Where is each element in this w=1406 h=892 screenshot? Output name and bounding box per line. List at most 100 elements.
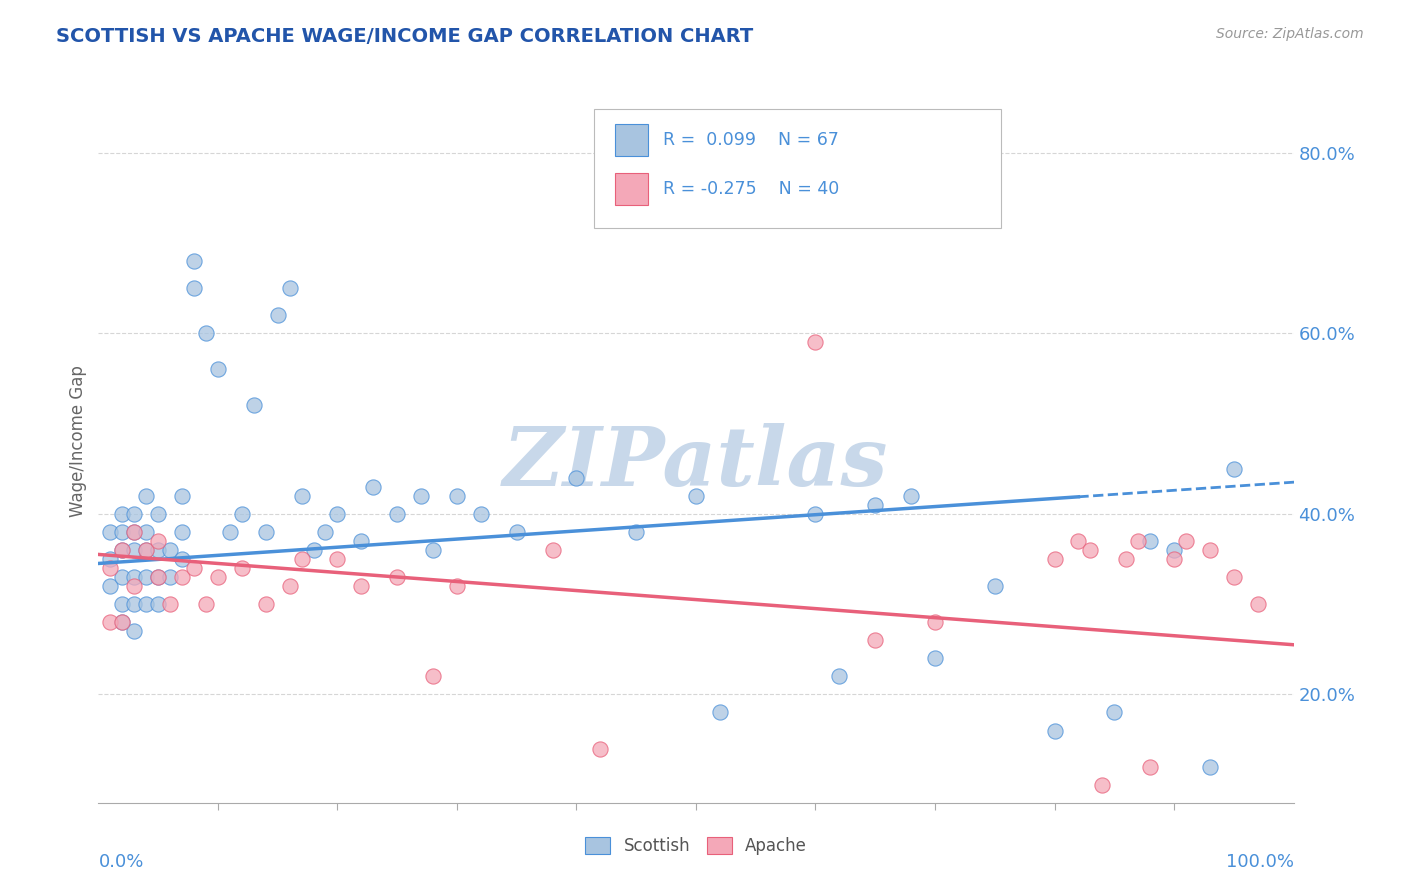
Point	[183, 253, 205, 268]
Point	[291, 489, 314, 503]
Point	[135, 542, 157, 557]
Point	[111, 524, 134, 539]
Point	[1223, 570, 1246, 584]
Point	[1104, 706, 1126, 720]
Point	[1139, 760, 1161, 774]
Point	[278, 281, 301, 295]
Point	[172, 570, 194, 584]
Point	[98, 552, 122, 566]
Text: 0.0%: 0.0%	[98, 854, 143, 871]
Point	[219, 524, 242, 539]
Point	[124, 507, 146, 521]
Bar	[614, 124, 648, 156]
Text: ZIPatlas: ZIPatlas	[503, 423, 889, 503]
Point	[1091, 778, 1114, 792]
Point	[159, 542, 181, 557]
Point	[865, 498, 887, 512]
Point	[446, 489, 468, 503]
Point	[326, 552, 349, 566]
Point	[1163, 552, 1185, 566]
Point	[111, 597, 134, 611]
Point	[924, 651, 946, 665]
Point	[135, 597, 157, 611]
Point	[385, 507, 409, 521]
Point	[111, 615, 134, 630]
Point	[124, 570, 146, 584]
Point	[422, 669, 444, 683]
Point	[804, 335, 827, 350]
Point	[207, 362, 229, 376]
Point	[1139, 533, 1161, 548]
Point	[709, 706, 731, 720]
Point	[291, 552, 314, 566]
Point	[804, 507, 827, 521]
Point	[984, 579, 1007, 593]
Point	[411, 489, 433, 503]
Point	[900, 489, 922, 503]
Point	[111, 507, 134, 521]
Point	[1223, 461, 1246, 475]
Point	[124, 597, 146, 611]
Point	[302, 542, 325, 557]
Point	[685, 489, 707, 503]
Point	[98, 524, 122, 539]
Point	[148, 597, 170, 611]
Point	[1175, 533, 1198, 548]
Point	[1199, 760, 1222, 774]
Point	[98, 615, 122, 630]
Point	[326, 507, 349, 521]
Point	[124, 579, 146, 593]
Text: R = -0.275    N = 40: R = -0.275 N = 40	[662, 179, 839, 198]
Point	[159, 570, 181, 584]
Bar	[614, 173, 648, 205]
Point	[243, 398, 266, 412]
Point	[470, 507, 492, 521]
Point	[565, 471, 588, 485]
Point	[865, 633, 887, 648]
Point	[111, 615, 134, 630]
Point	[172, 524, 194, 539]
Point	[924, 615, 946, 630]
Point	[1043, 552, 1066, 566]
Point	[231, 507, 253, 521]
Point	[207, 570, 229, 584]
Point	[148, 570, 170, 584]
Point	[506, 524, 529, 539]
Point	[124, 524, 146, 539]
Point	[1199, 542, 1222, 557]
Point	[111, 542, 134, 557]
Y-axis label: Wage/Income Gap: Wage/Income Gap	[69, 366, 87, 517]
Point	[589, 741, 612, 756]
Point	[183, 281, 205, 295]
Point	[1247, 597, 1270, 611]
Point	[124, 624, 146, 639]
Point	[111, 570, 134, 584]
Point	[1128, 533, 1150, 548]
Point	[148, 542, 170, 557]
Point	[254, 524, 277, 539]
Point	[172, 489, 194, 503]
Point	[1067, 533, 1090, 548]
Point	[350, 579, 373, 593]
Point	[541, 542, 564, 557]
Point	[422, 542, 444, 557]
Point	[350, 533, 373, 548]
Point	[626, 524, 648, 539]
Point	[124, 524, 146, 539]
Point	[267, 308, 290, 322]
Point	[148, 570, 170, 584]
Point	[135, 570, 157, 584]
Point	[135, 524, 157, 539]
Text: SCOTTISH VS APACHE WAGE/INCOME GAP CORRELATION CHART: SCOTTISH VS APACHE WAGE/INCOME GAP CORRE…	[56, 27, 754, 45]
Point	[385, 570, 409, 584]
Point	[446, 579, 468, 593]
Text: Source: ZipAtlas.com: Source: ZipAtlas.com	[1216, 27, 1364, 41]
Point	[148, 533, 170, 548]
FancyBboxPatch shape	[595, 109, 1001, 228]
Point	[172, 552, 194, 566]
Point	[315, 524, 337, 539]
Point	[135, 489, 157, 503]
Point	[183, 561, 205, 575]
Text: 100.0%: 100.0%	[1226, 854, 1294, 871]
Point	[278, 579, 301, 593]
